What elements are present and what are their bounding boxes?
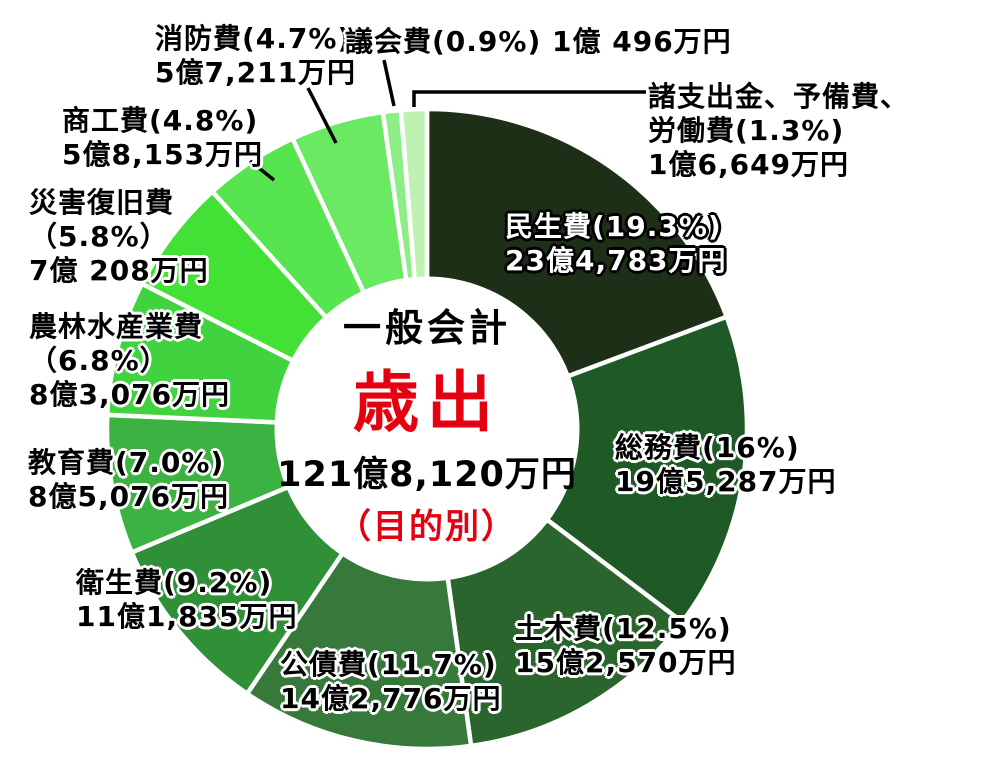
leader-fire-service <box>306 87 338 144</box>
label-assembly: 議会費(0.9%) 1億 496万円 <box>345 25 732 59</box>
center-total-amount: 121億8,120万円 <box>277 455 577 495</box>
center-title-expenditure: 歳出 <box>353 364 501 441</box>
label-line: 農林水産業費 <box>29 310 204 343</box>
label-line: 労働費(1.3%) <box>648 114 845 147</box>
label-line: 23億4,783万円 <box>505 244 727 277</box>
label-line: 商工費(4.8%) <box>62 104 259 137</box>
label-fire-service: 消防費(4.7%) 5億7,211万円 <box>155 22 356 90</box>
label-education: 教育費(7.0%) 8億5,076万円 <box>28 446 229 514</box>
label-line: 議会費(0.9%) 1億 496万円 <box>345 25 732 58</box>
label-general-affairs: 総務費(16%) 19億5,287万円 <box>615 431 837 499</box>
label-line: 19億5,287万円 <box>615 465 837 498</box>
label-line: 8億3,076万円 <box>29 378 231 411</box>
label-agriculture-forestry-fisheries: 農林水産業費 （6.8%） 8億3,076万円 <box>29 310 230 412</box>
label-welfare: 民生費(19.3%) 23億4,783万円 <box>505 210 727 278</box>
label-line: 教育費(7.0%) <box>28 446 225 479</box>
label-line: 11億1,835万円 <box>76 600 298 633</box>
center-account-type: 一般会計 <box>342 306 511 350</box>
label-line: （5.8%） <box>29 220 169 253</box>
label-line: 5億8,153万円 <box>62 138 264 171</box>
donut-hole <box>274 276 580 582</box>
label-line: 公債費(11.7%) <box>280 648 497 681</box>
label-line: 総務費(16%) <box>615 431 800 464</box>
center-by-purpose: （目的別） <box>337 507 517 547</box>
label-line: 災害復旧費 <box>29 186 175 219</box>
leader-misc-expenses <box>412 90 646 107</box>
label-line: 15億2,570万円 <box>515 646 737 679</box>
label-misc-expenses: 諸支出金、予備費、 労働費(1.3%) 1億6,649万円 <box>648 80 909 182</box>
pie-slice-1 <box>422 313 750 626</box>
label-line: 7億 208万円 <box>29 254 209 287</box>
label-line: 8億5,076万円 <box>28 480 230 513</box>
label-line: 消防費(4.7%) <box>155 22 352 55</box>
label-sanitation: 衛生費(9.2%) 11億1,835万円 <box>76 566 298 634</box>
leader-assembly <box>382 59 396 107</box>
leader-commerce-industry <box>248 159 276 182</box>
label-line: 諸支出金、予備費、 <box>648 80 910 113</box>
label-line: 1億6,649万円 <box>648 148 850 181</box>
label-line: 民生費(19.3%) <box>505 210 722 243</box>
label-line: 14億2,776万円 <box>280 682 502 715</box>
label-civil-engineering: 土木費(12.5%) 15億2,570万円 <box>515 612 737 680</box>
label-line: 衛生費(9.2%) <box>76 566 273 599</box>
label-disaster-recovery: 災害復旧費 （5.8%） 7億 208万円 <box>29 186 209 288</box>
label-debt-service: 公債費(11.7%) 14億2,776万円 <box>280 648 502 716</box>
label-line: 5億7,211万円 <box>155 56 357 89</box>
label-line: 土木費(12.5%) <box>515 612 732 645</box>
label-line: （6.8%） <box>29 344 169 377</box>
label-commerce-industry: 商工費(4.8%) 5億8,153万円 <box>62 104 263 172</box>
